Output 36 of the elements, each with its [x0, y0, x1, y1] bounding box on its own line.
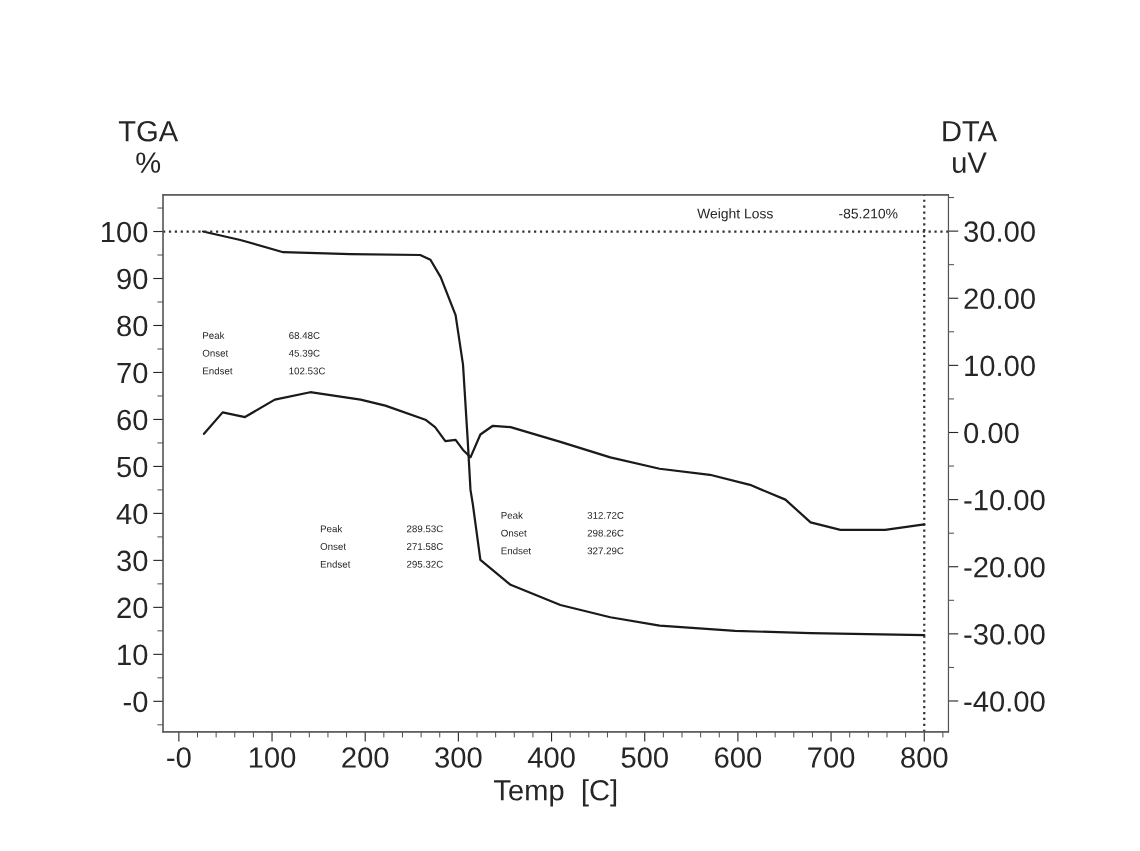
y-tick-label: -0 — [123, 691, 148, 713]
y-tick-label: 70 — [117, 362, 148, 384]
y2-tick-label: 20.00 — [964, 288, 1035, 310]
y2-tick-label: 10.00 — [965, 355, 1035, 377]
text: Peak 312.72C Onset 298.26C Endset 327.29C — [501, 511, 624, 555]
x-tick-label: 800 — [901, 747, 948, 768]
x-axis-title: Temp [C] — [494, 779, 617, 807]
y-tick-label: 10 — [118, 644, 148, 666]
x-tick-label: 300 — [435, 747, 482, 768]
y2-tick-label: -10.00 — [964, 489, 1045, 511]
y-tick-label: 100 — [102, 221, 148, 243]
y-tick-label: 80 — [117, 315, 148, 337]
y-tick-label: 90 — [117, 268, 148, 290]
text: Weight Loss -85.210% — [697, 208, 898, 222]
x-tick-label: 500 — [621, 747, 668, 768]
y-tick-label: 30 — [117, 550, 148, 572]
x-tick-label: 600 — [715, 747, 762, 768]
text: Peak 68.48C Onset 45.39C Endset 102.53C — [202, 331, 326, 375]
x-tick-label: 700 — [808, 747, 855, 768]
y2-tick-label: -40.00 — [964, 691, 1045, 712]
y2-axis-title: DTA uV — [943, 121, 998, 173]
text: Peak 289.53C Onset 271.58C Endset 295.32C — [320, 525, 443, 568]
x-tick-label: 400 — [527, 747, 575, 768]
x-tick-label: 100 — [249, 747, 296, 768]
y-tick-label: 40 — [116, 503, 148, 525]
y2-tick-label: 0.00 — [964, 422, 1019, 444]
y2-tick-label: -30.00 — [964, 624, 1045, 645]
y-tick-label: 20 — [117, 597, 148, 619]
line-series — [201, 230, 926, 637]
y-tick-label: 60 — [117, 409, 148, 431]
y2-tick-label: 30.00 — [964, 221, 1035, 242]
x-tick-label: -0 — [167, 747, 191, 768]
y-axis-title: TGA % — [118, 120, 179, 173]
x-tick-label: 200 — [342, 747, 389, 768]
y2-tick-label: -20.00 — [964, 556, 1045, 578]
y-tick-label: 50 — [117, 456, 148, 478]
